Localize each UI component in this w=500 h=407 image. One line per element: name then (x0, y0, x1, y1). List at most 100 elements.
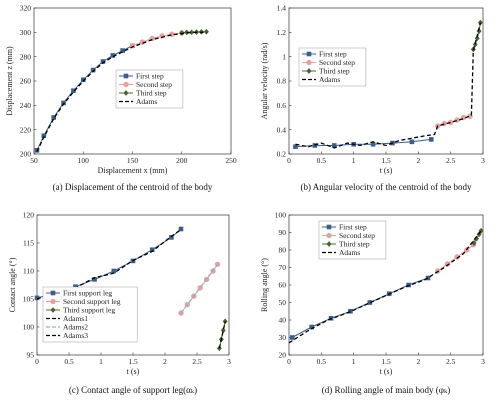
x-tick-label: 0.5 (64, 357, 74, 366)
y-tick-label: 30 (279, 333, 287, 342)
data-point (178, 226, 184, 232)
legend-entry: First step (339, 223, 367, 232)
x-tick-label: 1 (99, 357, 103, 366)
y-tick-label: 0.2 (277, 150, 287, 159)
legend-entry: Adams (136, 97, 157, 106)
y-axis-label: Rolling angle (°) (260, 258, 269, 312)
series-5 (180, 263, 219, 314)
x-tick-label: 3 (481, 156, 485, 165)
legend-marker (326, 224, 332, 230)
x-tick-label: 0 (35, 357, 39, 366)
y-axis-label: Contact angle (°) (8, 257, 17, 312)
x-tick-label: 1.5 (128, 357, 138, 366)
legend-entry: Second step (339, 231, 375, 240)
x-tick-label: 3 (481, 357, 485, 366)
series-4 (295, 22, 482, 149)
data-point (474, 35, 480, 42)
chart-caption: (c) Contact angle of support leg(αₖ) (69, 385, 197, 395)
y-tick-label: 1 (282, 52, 286, 61)
y-tick-label: 80 (279, 246, 287, 255)
y-tick-label: 300 (20, 28, 32, 37)
legend-marker (123, 81, 129, 88)
series-4 (36, 31, 207, 152)
legend-entry: Third step (136, 89, 167, 98)
legend-marker (306, 59, 312, 66)
y-axis-label: Displacement z (mm) (5, 46, 14, 116)
y-tick-label: 200 (20, 150, 32, 159)
data-point (179, 30, 185, 36)
chart-3: 0 0.5 1 1.5 2 2.5 3 95 100 105 110 115 120 t (s) Conta… (8, 211, 231, 395)
legend-marker (50, 290, 56, 296)
x-tick-label: 0 (287, 156, 291, 165)
legend-entry: First step (319, 50, 347, 59)
data-point (370, 141, 376, 147)
y-tick-label: 0.6 (277, 101, 287, 110)
data-point (120, 48, 125, 53)
series-line (180, 263, 219, 314)
y-axis-label: Angular velocity (rad/s) (260, 42, 269, 119)
x-tick-label: 150 (127, 156, 139, 165)
series-1 (293, 137, 434, 149)
y-tick-label: 50 (279, 298, 287, 307)
x-axis-label: t (s) (380, 166, 393, 175)
legend-marker (306, 68, 312, 74)
x-tick-label: 2.5 (192, 357, 202, 366)
legend-entry: Second step (136, 80, 172, 89)
y-tick-label: 20 (279, 351, 287, 360)
legend-entry: Third support leg (63, 306, 115, 315)
y-tick-label: 1.4 (277, 4, 287, 13)
y-tick-label: 100 (23, 323, 35, 332)
data-point (293, 144, 298, 149)
data-point (289, 335, 295, 340)
x-tick-label: 0.5 (317, 156, 327, 165)
y-tick-label: 40 (279, 316, 287, 325)
y-tick-label: 260 (20, 77, 32, 86)
x-tick-label: 2.5 (446, 357, 456, 366)
legend-marker (123, 90, 129, 96)
y-tick-label: 1.2 (277, 28, 287, 37)
x-tick-label: 0 (287, 357, 291, 366)
legend-entry: First support leg (63, 289, 112, 298)
legend-marker (50, 307, 56, 313)
legend-entry: Third step (339, 240, 370, 249)
x-tick-label: 2 (163, 357, 167, 366)
data-point (111, 268, 117, 274)
y-tick-label: 115 (23, 239, 34, 248)
data-point (409, 139, 415, 145)
series-3 (471, 227, 484, 246)
data-point (348, 308, 353, 314)
x-tick-label: 2.5 (446, 156, 456, 165)
y-tick-label: 240 (20, 101, 32, 110)
series-line (218, 321, 226, 349)
series-line (295, 138, 432, 148)
x-tick-label: 50 (30, 156, 38, 165)
legend-marker (326, 232, 332, 239)
x-axis-label: t (s) (380, 367, 393, 376)
legend-entry: Second step (319, 58, 355, 67)
y-tick-label: 70 (279, 263, 287, 272)
x-tick-label: 100 (78, 156, 90, 165)
x-tick-label: 1.5 (381, 357, 391, 366)
legend-entry: Second support leg (63, 297, 121, 306)
legend-entry: Adams2 (63, 323, 88, 332)
legend-entry: First step (136, 72, 164, 81)
legend-marker (123, 73, 129, 79)
legend-entry: Adams (339, 248, 360, 257)
series-line (295, 22, 482, 149)
chart-4: 0 0.5 1 1.5 2 2.5 3 20 30 40 50 60 70 80 90 100 t (s) Rol… (260, 211, 485, 395)
x-tick-label: 2 (416, 357, 420, 366)
data-point (472, 41, 478, 48)
data-point (428, 137, 434, 142)
legend-entry: Adams1 (63, 314, 88, 323)
x-tick-label: 250 (225, 156, 237, 165)
x-tick-label: 0.5 (317, 357, 327, 366)
x-axis-label: t (s) (127, 367, 140, 376)
legend-marker (50, 298, 56, 305)
x-tick-label: 1 (352, 156, 356, 165)
y-tick-label: 100 (275, 211, 287, 220)
chart-1: 50 100 150 200 250 200 220 240 260 280 300 320 Displ… (5, 4, 237, 192)
